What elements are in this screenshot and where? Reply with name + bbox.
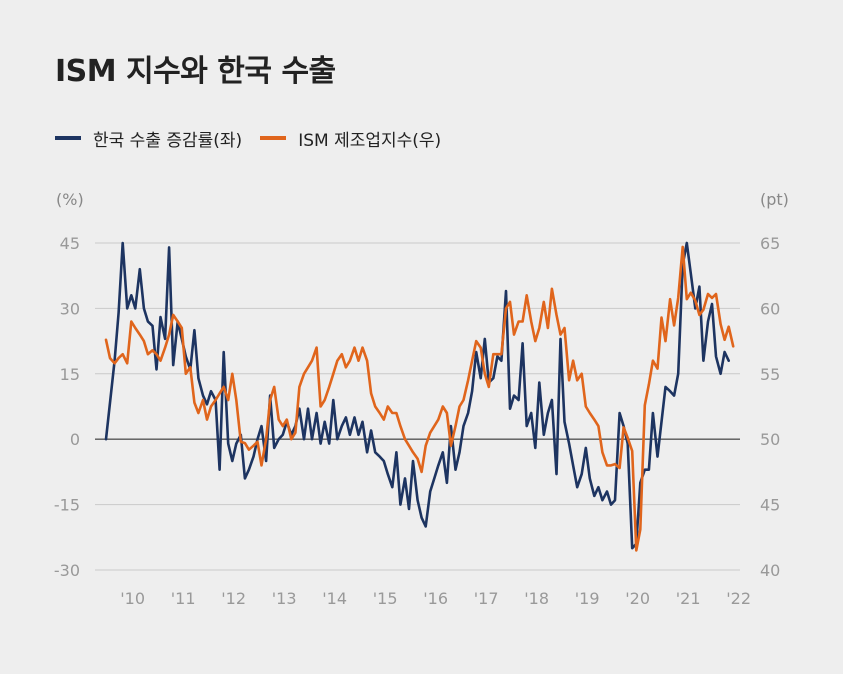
x-axis-tick-label: '11 [171, 589, 196, 608]
x-axis-tick-label: '12 [221, 589, 246, 608]
legend: 한국 수출 증감률(좌) ISM 제조업지수(우) [55, 126, 459, 151]
right-axis-tick-label: 45 [760, 496, 780, 515]
left-axis-tick-label: -15 [54, 496, 80, 515]
x-axis-tick-label: '10 [120, 589, 145, 608]
legend-label-ism: ISM 제조업지수(우) [298, 130, 442, 151]
legend-item-ism: ISM 제조업지수(우) [260, 126, 441, 151]
x-axis-tick-label: '13 [272, 589, 297, 608]
x-axis-tick-label: '14 [322, 589, 347, 608]
x-axis-tick-label: '15 [373, 589, 398, 608]
series-line-ism [104, 245, 735, 552]
right-axis-tick-label: 50 [760, 430, 780, 449]
legend-swatch-ism [260, 136, 287, 140]
x-axis-tick-label: '17 [474, 589, 499, 608]
legend-label-exports: 한국 수출 증감률(좌) [93, 130, 243, 151]
left-axis-tick-label: 0 [70, 430, 80, 449]
left-axis-tick-label: 30 [60, 299, 80, 318]
right-axis-tick-label: 65 [760, 234, 780, 253]
x-axis-tick-label: '22 [726, 589, 751, 608]
right-axis-tick-label: 40 [760, 561, 780, 580]
left-axis-unit: (%) [56, 190, 84, 209]
x-axis-tick-label: '18 [524, 589, 549, 608]
x-axis-tick-label: '21 [676, 589, 701, 608]
x-axis-tick-label: '19 [575, 589, 600, 608]
x-axis-tick-label: '16 [423, 589, 448, 608]
left-axis-tick-label: 45 [60, 234, 80, 253]
left-axis-tick-label: -30 [54, 561, 80, 580]
x-axis-tick-label: '20 [625, 589, 650, 608]
left-axis-tick-label: 15 [60, 365, 80, 384]
legend-item-exports: 한국 수출 증감률(좌) [55, 126, 242, 151]
right-axis-tick-label: 55 [760, 365, 780, 384]
legend-swatch-exports [55, 136, 81, 140]
right-axis-tick-label: 60 [760, 299, 780, 318]
right-axis-unit: (pt) [760, 190, 789, 209]
chart-title: ISM 지수와 한국 수출 [55, 54, 336, 89]
